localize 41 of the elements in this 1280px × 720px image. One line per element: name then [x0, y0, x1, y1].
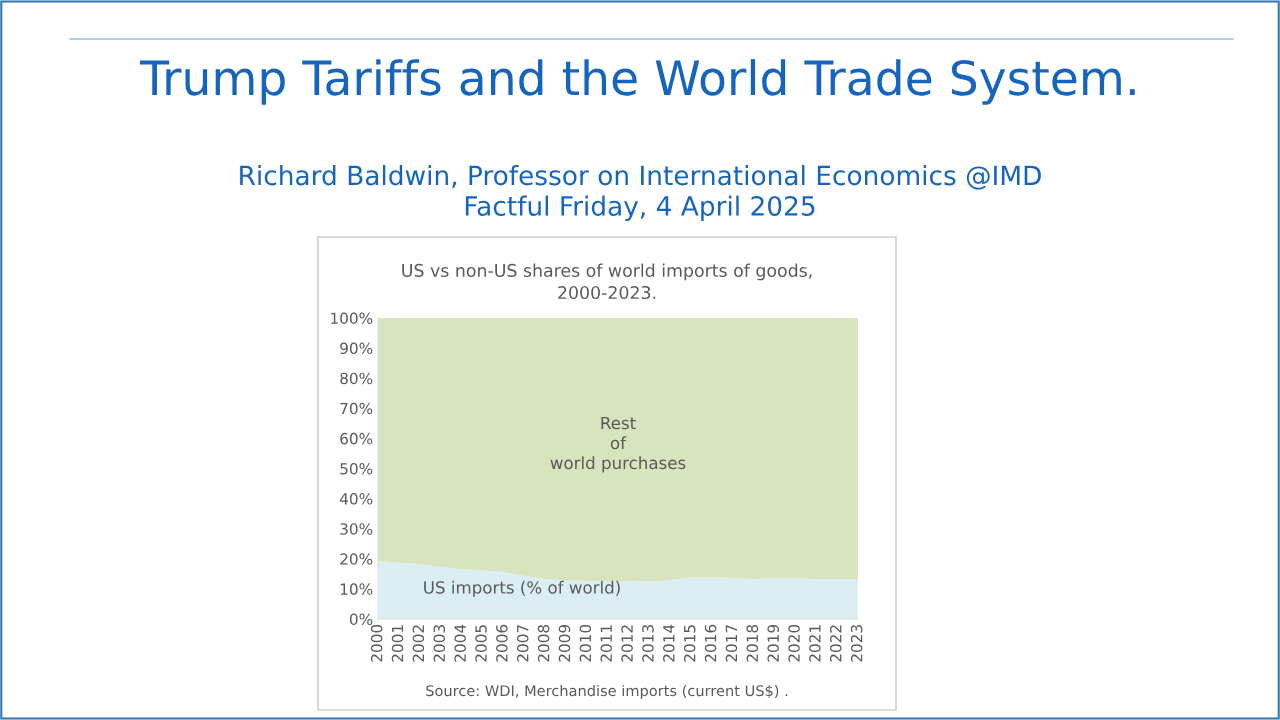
x-tick-label: 2016: [704, 624, 717, 662]
y-tick-label: 0%: [349, 613, 373, 626]
text: US vs non-US shares of world imports of goods, 2000-2023.: [402, 263, 812, 300]
x-tick-label: 2004: [454, 624, 466, 662]
chart-subtitle: Richard Baldwin, Professor on International Economics @IMD Factful Friday, 4 April 2025: [240, 164, 1041, 222]
source-note: Source: WDI, Merchandise imports (current US$) .: [426, 684, 788, 700]
x-tick-label: 2007: [516, 625, 529, 662]
x-tick-label: 2011: [600, 625, 612, 662]
y-tick-label: 60%: [340, 432, 373, 445]
chart-title: Trump Tariffs and the World Trade System.: [140, 59, 1135, 105]
x-tick-label: 2008: [537, 624, 550, 662]
y-tick-label: 40%: [339, 493, 373, 505]
x-tick-label: 2023: [850, 625, 863, 662]
x-tick-label: 2006: [496, 624, 508, 662]
x-tick-label: 2000: [370, 624, 383, 662]
y-tick-label: 100%: [331, 312, 373, 325]
x-tick-label: 2009: [558, 624, 571, 662]
x-tick-label: 2019: [767, 624, 779, 662]
y-tick-label: 20%: [340, 553, 373, 565]
x-tick-label: 2003: [433, 625, 446, 662]
x-tick-label: 2002: [412, 625, 425, 662]
x-tick-label: 2022: [830, 625, 842, 662]
series-label: Rest of world purchases: [550, 416, 686, 473]
y-tick-label: 80%: [340, 372, 373, 385]
x-tick-label: 2013: [642, 625, 654, 662]
x-tick-label: 2005: [475, 625, 487, 662]
x-tick-label: 2021: [809, 625, 821, 662]
x-tick-label: 2018: [746, 624, 759, 662]
x-tick-label: 2012: [621, 625, 633, 662]
series-label: US imports (% of world): [424, 580, 620, 597]
y-tick-label: 10%: [340, 583, 373, 595]
y-tick-label: 50%: [340, 462, 373, 475]
x-tick-label: 2001: [391, 625, 404, 662]
x-tick-label: 2014: [663, 624, 675, 662]
x-tick-label: 2010: [579, 624, 592, 662]
y-tick-label: 90%: [340, 342, 373, 355]
y-tick-label: 70%: [340, 402, 373, 415]
x-tick-label: 2015: [683, 625, 696, 662]
y-tick-label: 30%: [340, 523, 373, 535]
x-tick-label: 2020: [788, 624, 800, 662]
x-tick-label: 2017: [725, 625, 738, 662]
